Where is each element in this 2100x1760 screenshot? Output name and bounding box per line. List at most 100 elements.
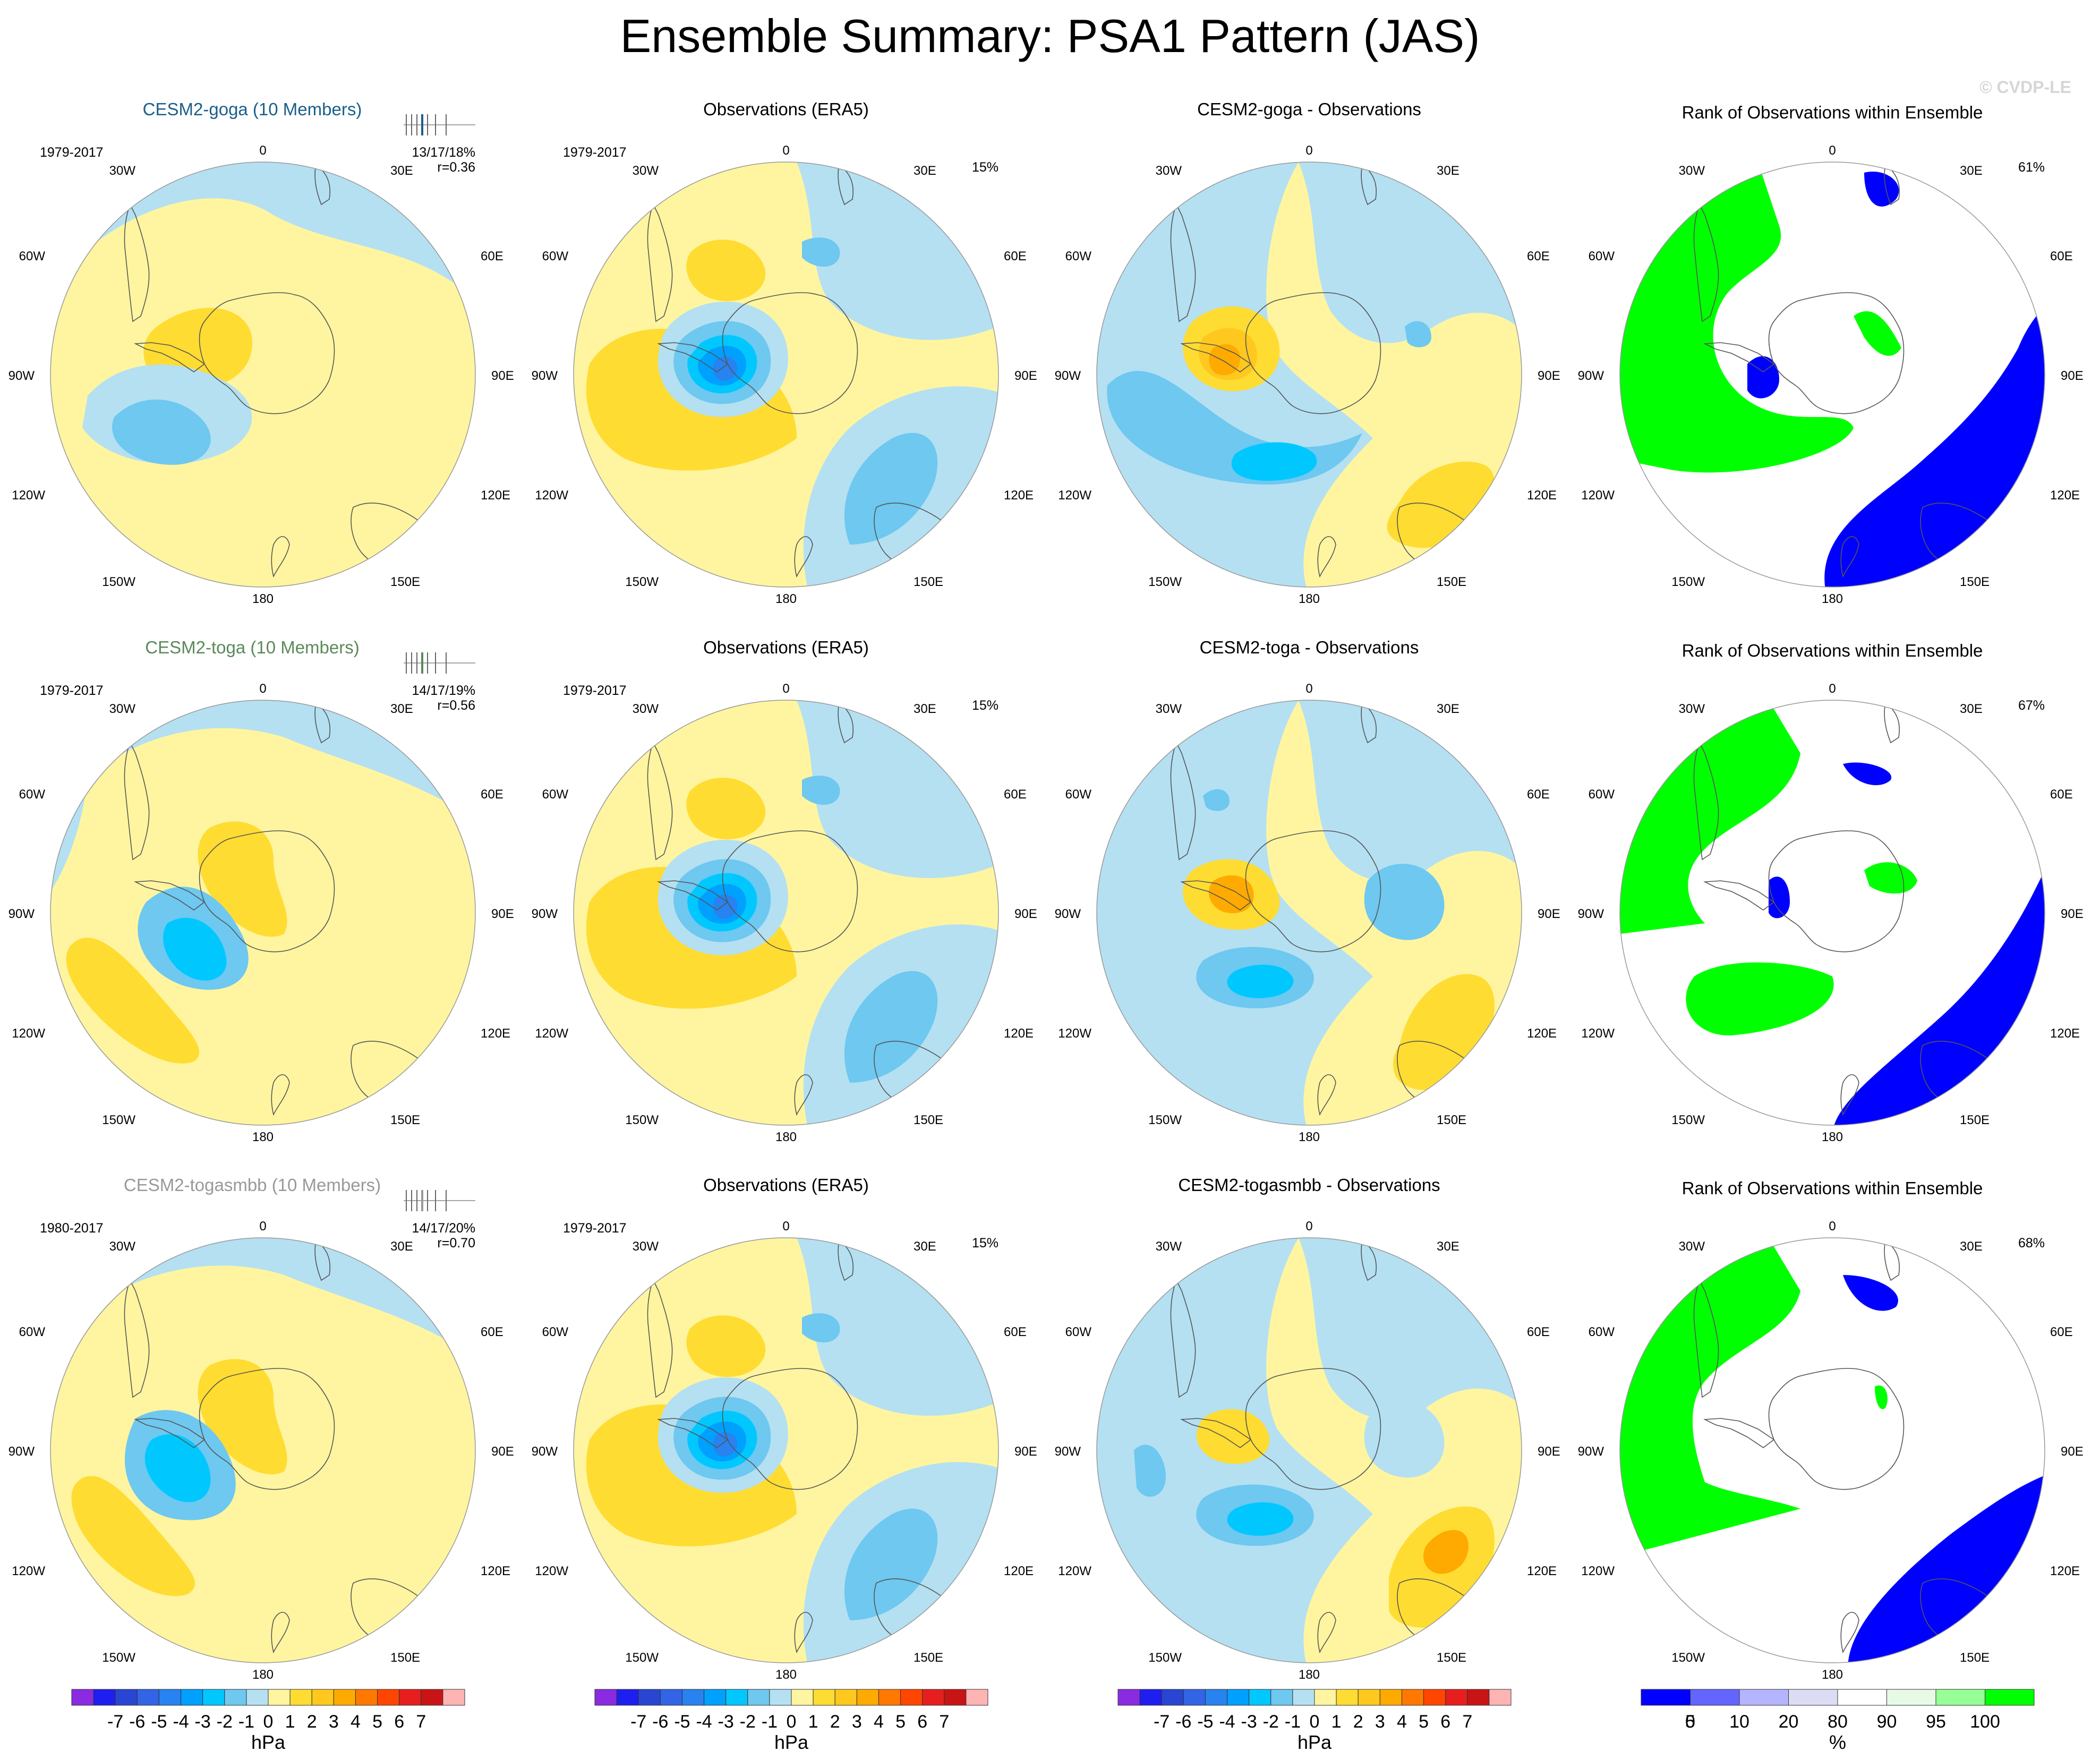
copyright-label: © CVDP-LE bbox=[1979, 78, 2071, 97]
field-neg-se-core bbox=[844, 432, 938, 545]
colorbar-rank-tick: 20 bbox=[1779, 1712, 1799, 1732]
map-rank-2: 0 180 30W 60W 90W 120W 150W 30E 60E 90E 120E 150E Ra… bbox=[1578, 641, 2084, 1144]
colorbar-hpa-1-swatch bbox=[399, 1689, 422, 1706]
colorbar-hpa-2-swatch bbox=[878, 1689, 901, 1706]
lon-label-r90: 90E bbox=[1014, 1444, 1037, 1459]
rank-pct: 61% bbox=[2018, 160, 2045, 175]
lon-label-l60: 60W bbox=[542, 787, 569, 802]
coastline-5 bbox=[1317, 536, 1336, 578]
coastline-5 bbox=[271, 1074, 290, 1116]
colorbar-rank-swatch bbox=[1837, 1689, 1887, 1706]
lon-label-l90: 90W bbox=[8, 907, 35, 921]
coastline-2 bbox=[647, 1279, 673, 1398]
lon-label-top: 0 bbox=[1829, 1219, 1836, 1234]
lon-label-r90: 90E bbox=[491, 1444, 514, 1459]
colorbar-hpa-2-tick: 2 bbox=[830, 1712, 840, 1732]
colorbar-hpa-3-tick: -1 bbox=[1285, 1712, 1301, 1732]
coastline-0 bbox=[199, 1368, 335, 1490]
lon-label-top: 0 bbox=[1305, 682, 1312, 696]
colorbar-hpa-3-tick: 1 bbox=[1331, 1712, 1342, 1732]
coastline-5 bbox=[271, 536, 290, 578]
field-neg-se-core bbox=[844, 971, 938, 1083]
coastline-3 bbox=[838, 164, 853, 206]
coastline-2 bbox=[647, 203, 673, 322]
field-neg2 bbox=[1227, 965, 1294, 998]
lon-label-top: 0 bbox=[259, 143, 266, 158]
colorbar-rank-swatch bbox=[1886, 1689, 1936, 1706]
lon-label-r90: 90E bbox=[1014, 369, 1037, 383]
lon-label-r60: 60E bbox=[1004, 787, 1027, 802]
coastline-0 bbox=[1245, 830, 1381, 953]
colorbar-hpa-2-tick: 6 bbox=[917, 1712, 927, 1732]
model-title: CESM2-togasmbb (10 Members) bbox=[124, 1175, 381, 1195]
colorbar-hpa-2-swatch bbox=[966, 1689, 988, 1706]
colorbar-hpa-1-unit: hPa bbox=[251, 1731, 286, 1753]
coastline-1 bbox=[1180, 880, 1252, 911]
lon-label-r150: 150E bbox=[1960, 1651, 1990, 1665]
lon-label-l90: 90W bbox=[1578, 369, 1604, 383]
colorbar-hpa-1-swatch bbox=[442, 1689, 465, 1706]
field-green-sw bbox=[1686, 962, 1834, 1035]
map-model-3-border bbox=[50, 1237, 476, 1663]
colorbar-hpa-3-swatch bbox=[1489, 1689, 1512, 1706]
colorbar-rank-tick: 10 bbox=[1729, 1712, 1749, 1732]
colorbar-hpa-1-swatch bbox=[355, 1689, 378, 1706]
lon-label-r120: 120E bbox=[1527, 1026, 1557, 1041]
lon-label-bottom: 180 bbox=[252, 1130, 274, 1144]
rank-title: Rank of Observations within Ensemble bbox=[1682, 103, 1983, 122]
field-neg-core bbox=[163, 917, 227, 981]
lon-label-r120: 120E bbox=[1004, 1564, 1034, 1578]
coastline-5 bbox=[794, 536, 813, 578]
model-corr: r=0.36 bbox=[437, 160, 475, 175]
map-diff-1-border bbox=[1096, 161, 1522, 588]
obs-pct: 15% bbox=[972, 1236, 998, 1251]
colorbar-rank-unit: % bbox=[1829, 1731, 1846, 1753]
lon-label-r30: 30E bbox=[390, 702, 413, 716]
lon-label-r150: 150E bbox=[390, 575, 420, 589]
colorbar-hpa-1-tick: -6 bbox=[129, 1712, 145, 1732]
lon-label-r30: 30E bbox=[1960, 702, 1983, 716]
map-diff-1: 0 180 30W 60W 90W 120W 150W 30E 60E 90E 120E 150E CE… bbox=[1055, 99, 1560, 606]
field-green-c bbox=[1875, 1385, 1888, 1409]
colorbar-hpa-1-swatch bbox=[71, 1689, 94, 1706]
colorbar-hpa-1: -7 -6 -5 -4 -3 -2 -1 0 1 2 3 4 5 6 7 hPa bbox=[71, 1689, 465, 1753]
coastline-2 bbox=[1693, 1279, 1719, 1398]
colorbar-hpa-2-swatch bbox=[813, 1689, 835, 1706]
coastline-5 bbox=[1840, 536, 1859, 578]
lon-label-l30: 30W bbox=[1679, 702, 1705, 716]
colorbar-hpa-1-tick: -5 bbox=[151, 1712, 167, 1732]
colorbar-hpa-3-tick: 2 bbox=[1353, 1712, 1363, 1732]
coastline-2 bbox=[1170, 1279, 1196, 1398]
lon-label-top: 0 bbox=[1829, 682, 1836, 696]
colorbar-hpa-3-swatch bbox=[1445, 1689, 1468, 1706]
coastline-3 bbox=[1884, 1239, 1900, 1281]
lon-label-r120: 120E bbox=[1004, 488, 1034, 503]
colorbar-hpa-1-swatch bbox=[311, 1689, 334, 1706]
colorbar-rank-swatch bbox=[1690, 1689, 1740, 1706]
map-model-2-border bbox=[50, 700, 476, 1126]
lon-label-l60: 60W bbox=[1589, 249, 1615, 263]
obs-title: Observations (ERA5) bbox=[703, 1175, 869, 1195]
lon-label-l120: 120W bbox=[1581, 1564, 1615, 1578]
lon-label-r150: 150E bbox=[914, 575, 943, 589]
rank-title: Rank of Observations within Ensemble bbox=[1682, 1178, 1983, 1198]
lon-label-r150: 150E bbox=[1437, 1651, 1466, 1665]
model-period: 1979-2017 bbox=[40, 683, 104, 698]
lon-label-l60: 60W bbox=[1065, 249, 1092, 263]
field-blue-n bbox=[1843, 1275, 1898, 1311]
lon-label-top: 0 bbox=[782, 682, 789, 696]
colorbar-hpa-3-swatch bbox=[1401, 1689, 1424, 1706]
colorbar-hpa-3-unit: hPa bbox=[1297, 1731, 1332, 1753]
lon-label-l150: 150W bbox=[1148, 575, 1182, 589]
lon-label-r90: 90E bbox=[1538, 369, 1560, 383]
lon-label-l30: 30W bbox=[1156, 702, 1182, 716]
colorbar-hpa-2-swatch bbox=[725, 1689, 748, 1706]
colorbar-hpa-3-tick: 0 bbox=[1310, 1712, 1320, 1732]
lon-label-l60: 60W bbox=[1589, 1325, 1615, 1339]
colorbar-hpa-1-tick: 3 bbox=[329, 1712, 339, 1732]
coastline-3 bbox=[314, 1239, 330, 1281]
lon-label-r30: 30E bbox=[1437, 702, 1459, 716]
coastline-2 bbox=[1693, 742, 1719, 861]
lon-label-l30: 30W bbox=[1156, 164, 1182, 178]
